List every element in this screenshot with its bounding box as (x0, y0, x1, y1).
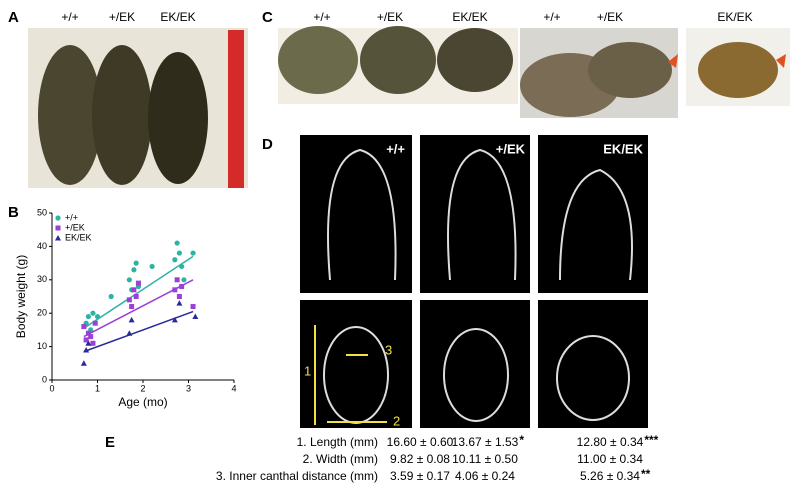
data-point (176, 294, 182, 299)
data-point (174, 240, 180, 246)
trend-line (83, 310, 194, 353)
cell: 5.26 ± 0.34 (580, 469, 640, 483)
genotype-label: +/EK (597, 10, 623, 24)
photo-a (28, 28, 248, 188)
data-point (181, 277, 187, 283)
x-tick-label: 2 (140, 383, 145, 393)
cell: 12.80 ± 0.34 (577, 435, 644, 449)
data-point (190, 250, 196, 256)
data-point (131, 267, 137, 273)
data-point (126, 297, 132, 303)
y-tick-label: 30 (37, 274, 47, 284)
legend-label: +/EK (65, 222, 85, 232)
genotype-label: +/+ (313, 10, 330, 24)
cell: 9.82 ± 0.08 (390, 452, 450, 466)
significance: *** (644, 433, 658, 447)
data-point (135, 280, 141, 286)
genotype-label: +/+ (61, 10, 78, 24)
genotype-label: +/EK (109, 10, 135, 24)
x-tick-label: 0 (49, 383, 54, 393)
data-point (176, 300, 183, 306)
genotype-label: +/EK (377, 10, 403, 24)
data-point (131, 287, 137, 293)
data-point (80, 360, 87, 366)
data-point (171, 316, 178, 323)
data-point (192, 313, 199, 320)
data-point (83, 337, 89, 343)
legend-marker (55, 215, 61, 221)
significance: ** (641, 467, 651, 481)
ct-label: +/+ (386, 141, 405, 156)
data-point (190, 304, 196, 310)
cell: 11.00 ± 0.34 (577, 452, 643, 466)
data-point (108, 293, 114, 300)
genotype-label: EK/EK (160, 10, 195, 24)
data-point (133, 260, 139, 266)
data-point (81, 324, 87, 330)
row-label: 1. Length (mm) (297, 435, 378, 449)
panel-label: C (262, 9, 273, 26)
y-tick-label: 50 (37, 207, 47, 217)
legend-marker (55, 235, 61, 241)
x-tick-label: 4 (231, 383, 236, 393)
measure-label: 1 (304, 363, 311, 378)
data-point (92, 320, 98, 326)
ct-label: +/EK (496, 141, 526, 156)
data-point (126, 277, 132, 283)
legend-marker (55, 225, 61, 231)
data-point (133, 294, 139, 299)
data-point (172, 257, 178, 263)
data-point (128, 316, 135, 323)
cell: 13.67 ± 1.53 (452, 435, 519, 449)
data-point (85, 340, 92, 346)
photo-c (278, 26, 790, 118)
row-label: 2. Width (mm) (303, 452, 378, 466)
panel-label: D (262, 136, 273, 153)
trend-line (83, 279, 194, 338)
cell: 16.60 ± 0.60 (387, 435, 454, 449)
y-tick-label: 20 (37, 308, 47, 318)
x-axis-label: Age (mo) (118, 395, 167, 409)
trend-line (83, 255, 194, 329)
measure-label: 3 (385, 342, 392, 357)
cell: 10.11 ± 0.50 (452, 452, 518, 466)
data-point (85, 330, 91, 336)
data-point (90, 340, 96, 346)
data-point (176, 250, 182, 256)
genotype-label: EK/EK (452, 10, 487, 24)
data-point (149, 263, 155, 270)
y-tick-label: 10 (37, 341, 47, 351)
legend-label: EK/EK (65, 232, 92, 242)
y-tick-label: 40 (37, 241, 47, 251)
data-point (174, 277, 180, 283)
panel-label: A (8, 9, 19, 26)
ct-images (300, 135, 648, 428)
cell: 4.06 ± 0.24 (455, 469, 515, 483)
data-point (129, 304, 135, 310)
panel-label: B (8, 204, 19, 221)
measure-label: 2 (393, 413, 400, 428)
x-tick-label: 1 (95, 383, 100, 393)
cell: 3.59 ± 0.17 (390, 469, 450, 483)
panel-label: E (105, 434, 115, 451)
data-point (90, 310, 96, 316)
ct-label: EK/EK (603, 141, 643, 156)
y-axis-label: Body weight (g) (14, 255, 28, 338)
data-point (85, 313, 91, 320)
genotype-label: EK/EK (717, 10, 752, 24)
row-label: 3. Inner canthal distance (mm) (216, 469, 378, 483)
legend-label: +/+ (65, 212, 78, 222)
x-tick-label: 3 (186, 383, 191, 393)
data-point (88, 334, 94, 340)
genotype-label: +/+ (543, 10, 560, 24)
y-tick-label: 0 (42, 374, 47, 384)
significance: * (519, 433, 524, 447)
